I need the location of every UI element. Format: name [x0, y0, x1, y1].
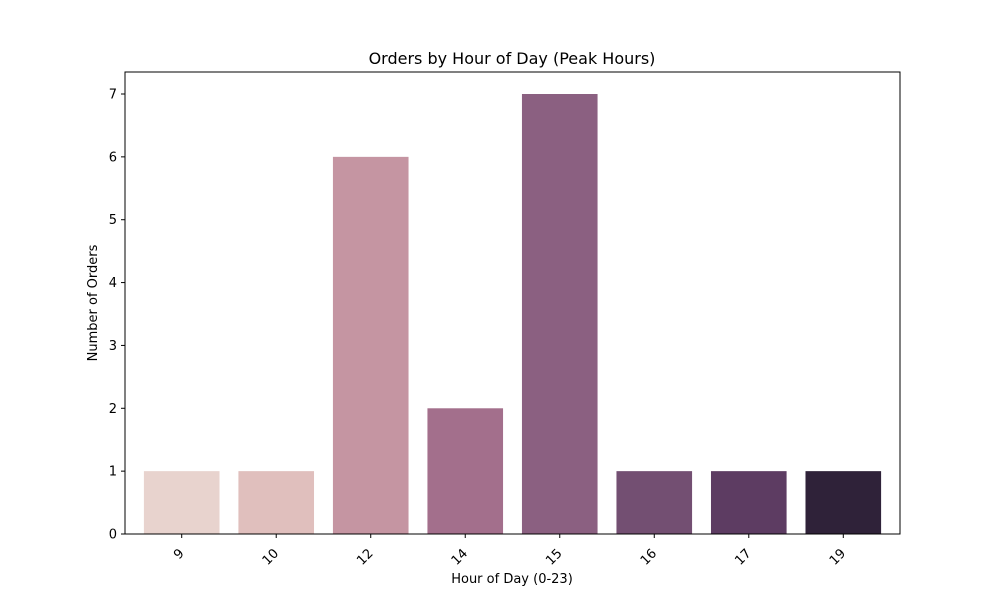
x-tick-label: 10 [260, 546, 282, 568]
chart-title: Orders by Hour of Day (Peak Hours) [369, 49, 656, 68]
y-tick-label: 5 [109, 213, 117, 228]
x-tick-label: 15 [543, 546, 565, 568]
y-axis-label: Number of Orders [86, 244, 101, 361]
bar-14 [427, 408, 504, 534]
y-tick-label: 2 [109, 402, 117, 417]
plot-frame [124, 71, 901, 535]
bar-10 [238, 471, 315, 534]
y-tick-label: 0 [109, 528, 117, 543]
y-tick-label: 7 [109, 88, 117, 103]
bar-19 [805, 471, 882, 534]
y-tick-label: 4 [109, 276, 117, 291]
bar-9 [143, 471, 220, 534]
x-tick-label: 19 [827, 546, 849, 568]
bar-12 [332, 156, 409, 534]
x-tick-label: 17 [732, 546, 754, 568]
x-tick-label: 14 [449, 546, 471, 568]
y-tick-label: 1 [109, 465, 117, 480]
x-tick-label: 9 [171, 546, 187, 562]
y-tick-label: 3 [109, 339, 117, 354]
x-tick-label: 16 [638, 546, 660, 568]
bar-16 [616, 471, 693, 534]
bar-17 [710, 471, 787, 534]
x-axis-label: Hour of Day (0-23) [451, 572, 573, 587]
x-tick-label: 12 [354, 546, 376, 568]
bar-15 [521, 94, 598, 534]
y-tick-label: 6 [109, 150, 117, 165]
